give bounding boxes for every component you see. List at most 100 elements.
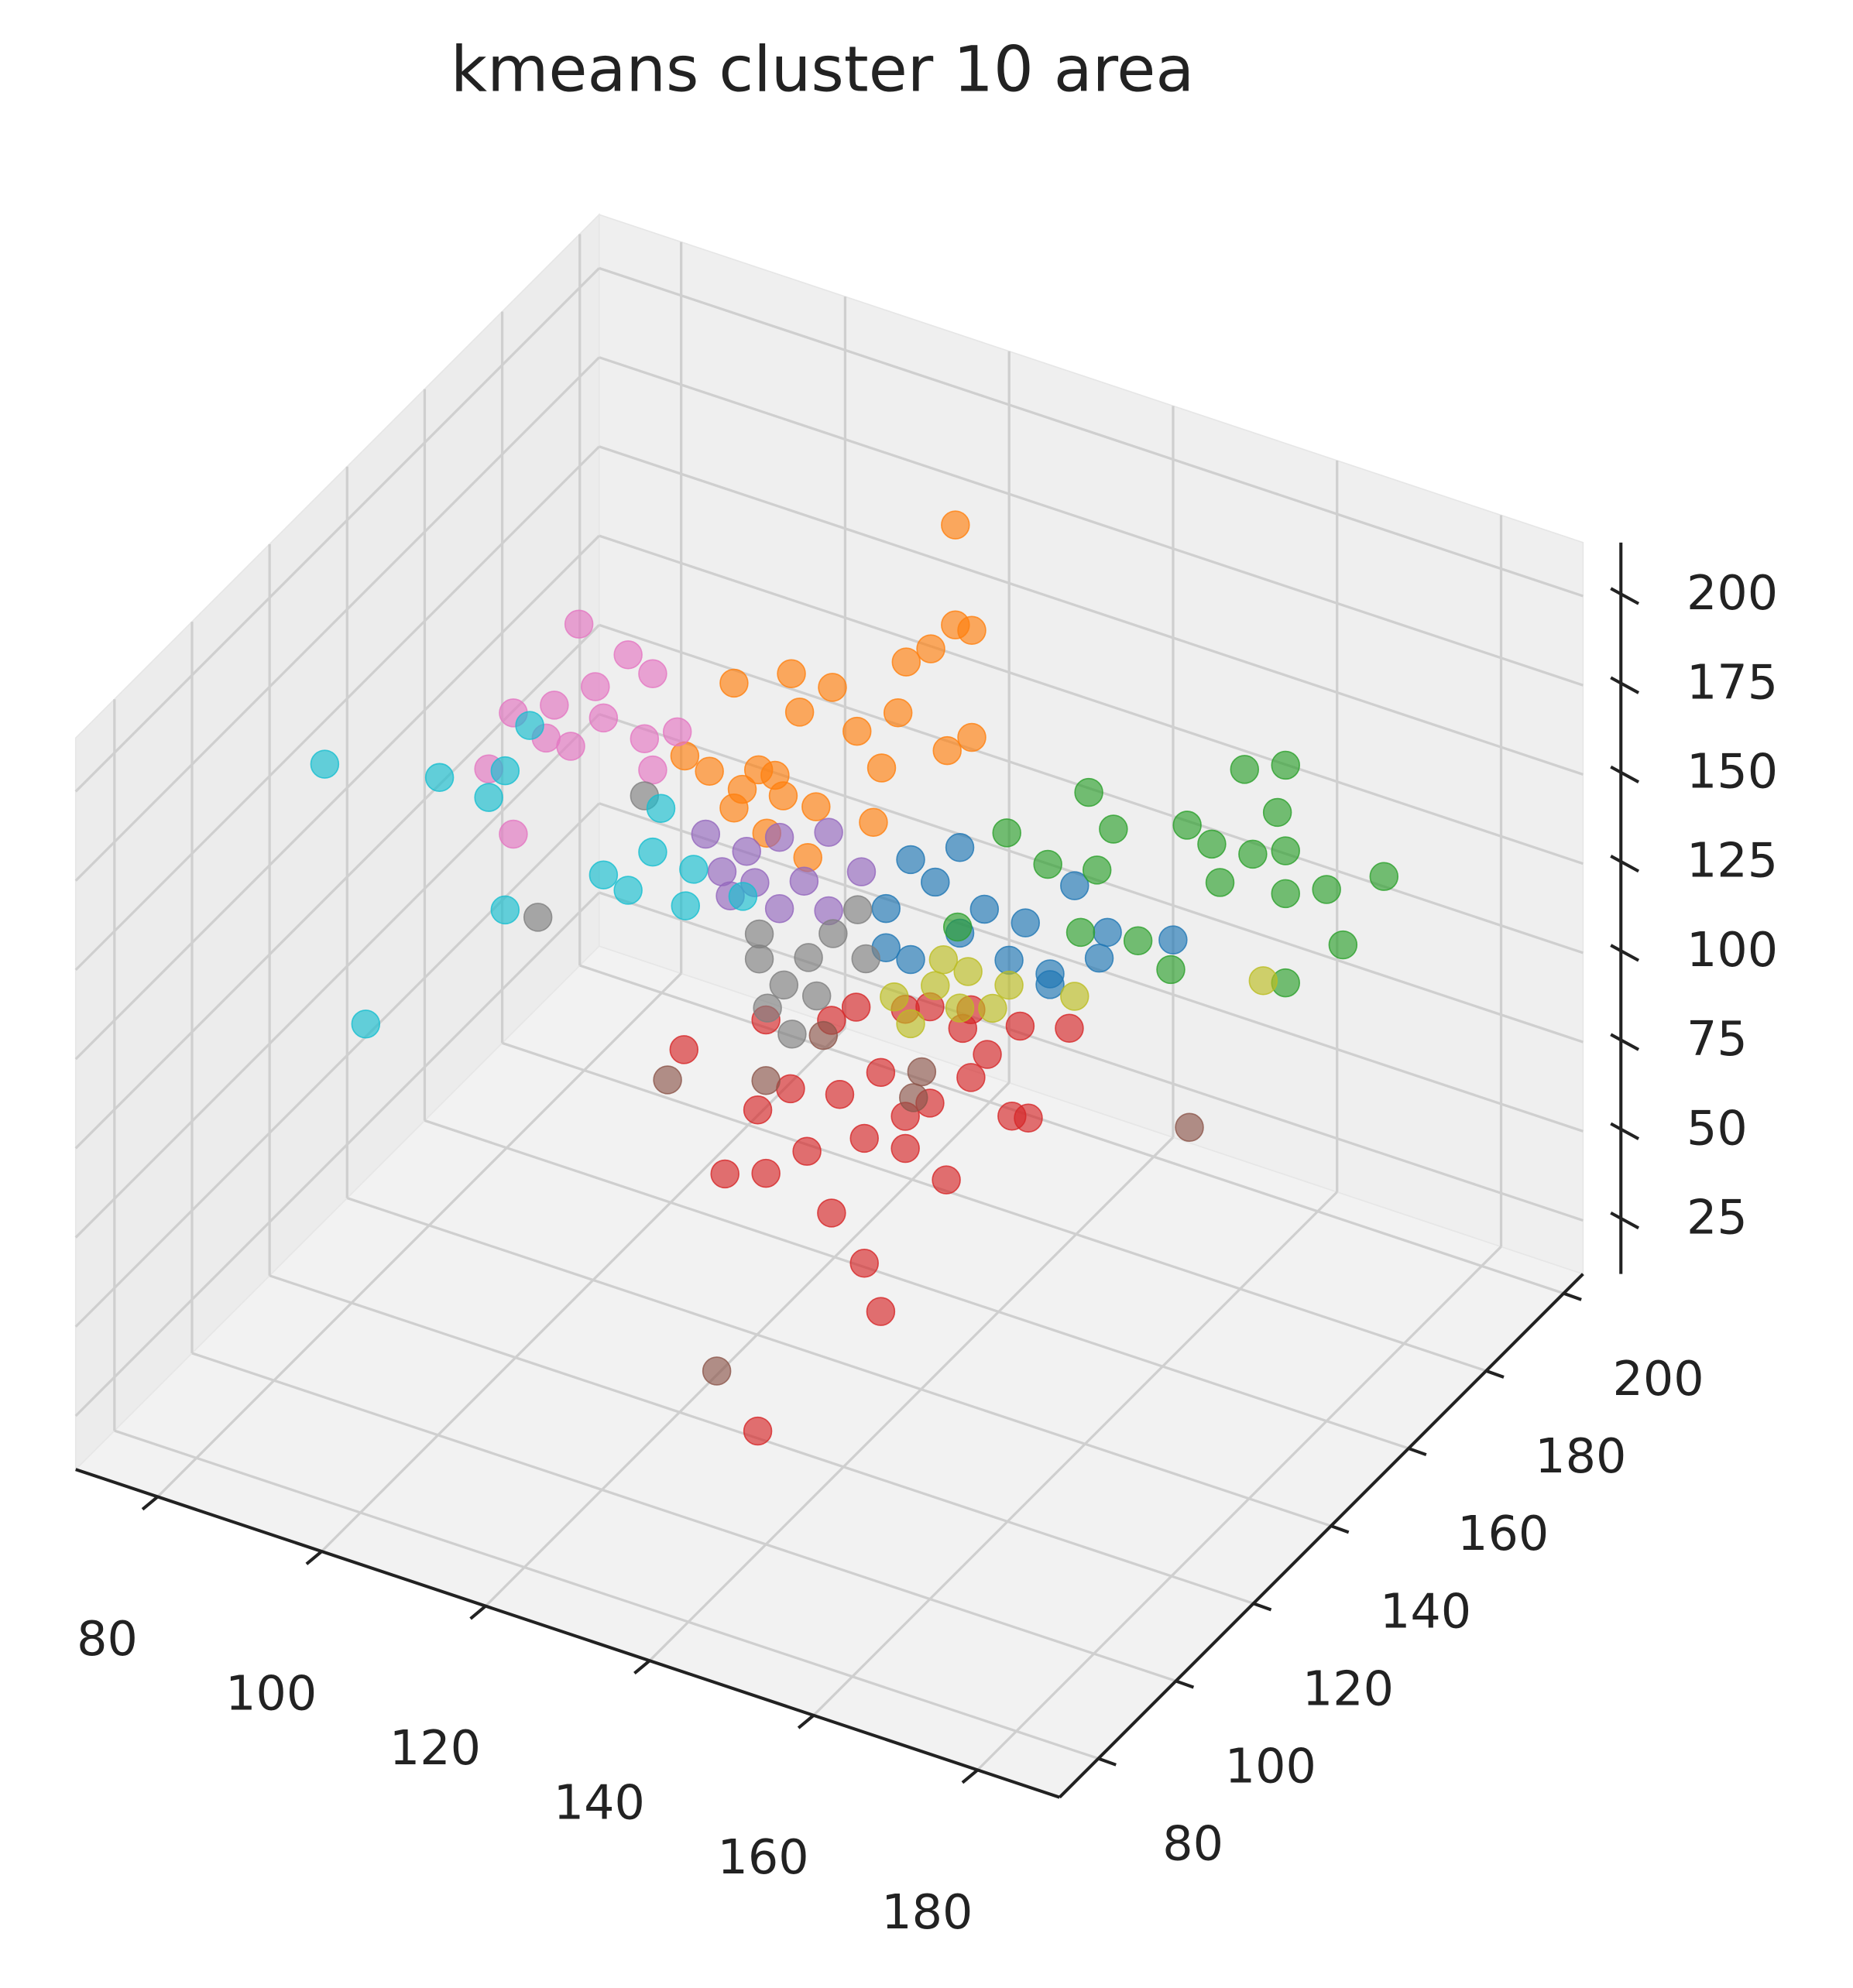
y-tick xyxy=(1408,1447,1427,1457)
point xyxy=(994,945,1024,975)
point xyxy=(896,1009,925,1039)
point xyxy=(630,724,660,753)
point xyxy=(751,1066,781,1095)
point xyxy=(777,1020,807,1049)
point xyxy=(801,981,832,1011)
grid-line xyxy=(599,356,1584,687)
x-tick xyxy=(305,1550,323,1565)
grid-line xyxy=(114,1429,1099,1760)
point xyxy=(932,735,962,766)
point xyxy=(849,1249,879,1278)
point xyxy=(1055,1013,1084,1043)
point xyxy=(953,957,983,986)
point xyxy=(907,1057,937,1087)
z-tick-label: 150 xyxy=(1687,743,1778,799)
grid-line xyxy=(346,1197,1332,1527)
point xyxy=(744,944,774,974)
point xyxy=(1197,829,1227,859)
grid-line xyxy=(74,891,600,1417)
point xyxy=(818,919,848,948)
point xyxy=(942,912,973,942)
y-tick-label: 200 xyxy=(1612,1351,1704,1407)
grid-line xyxy=(599,266,1584,598)
point xyxy=(916,634,945,663)
point xyxy=(613,640,643,670)
point xyxy=(899,1083,928,1112)
point xyxy=(499,819,528,849)
point xyxy=(1238,839,1268,869)
z-tick xyxy=(1610,1033,1640,1051)
y-tick xyxy=(1330,1524,1350,1534)
point xyxy=(969,894,1000,924)
point xyxy=(846,857,877,886)
point xyxy=(1014,1103,1043,1133)
point xyxy=(994,970,1024,1000)
z-tick-label: 25 xyxy=(1687,1190,1748,1246)
x-axis xyxy=(75,1468,1061,1799)
point xyxy=(883,698,913,728)
point xyxy=(581,672,610,701)
point xyxy=(921,867,950,897)
point xyxy=(801,792,831,821)
point xyxy=(1084,943,1114,973)
point xyxy=(764,894,794,924)
point xyxy=(1035,959,1065,989)
point xyxy=(992,818,1021,848)
point xyxy=(792,1136,822,1166)
grid-line xyxy=(74,713,600,1239)
z-tick xyxy=(1610,1122,1640,1140)
point xyxy=(653,1065,682,1095)
point xyxy=(691,819,721,849)
point xyxy=(764,822,794,852)
z-tick xyxy=(1610,944,1640,962)
point xyxy=(1271,836,1300,865)
point xyxy=(1312,875,1341,904)
point xyxy=(1172,811,1202,840)
y-tick xyxy=(1097,1757,1117,1767)
point xyxy=(1082,855,1112,885)
point xyxy=(1093,917,1122,948)
point xyxy=(814,817,843,847)
point xyxy=(523,903,553,932)
y-tick-label: 160 xyxy=(1457,1506,1549,1561)
point xyxy=(1158,925,1188,955)
point xyxy=(671,891,701,920)
point xyxy=(540,691,569,720)
point xyxy=(777,659,806,688)
x-tick-label: 180 xyxy=(881,1884,973,1940)
point xyxy=(638,755,667,785)
z-tick-label: 75 xyxy=(1687,1011,1748,1067)
point xyxy=(866,753,897,783)
point xyxy=(871,893,901,924)
point xyxy=(932,1165,961,1195)
grid-line xyxy=(74,802,600,1328)
point xyxy=(751,1158,781,1188)
x-tick xyxy=(141,1495,159,1511)
point xyxy=(896,845,925,875)
y-tick xyxy=(1175,1679,1195,1689)
point xyxy=(1175,1112,1204,1142)
y-tick xyxy=(1563,1291,1582,1301)
y-tick xyxy=(1253,1602,1272,1612)
point xyxy=(1369,862,1399,891)
point xyxy=(945,993,975,1023)
point xyxy=(789,866,819,896)
point xyxy=(1011,908,1040,937)
point xyxy=(1248,966,1278,996)
point xyxy=(880,982,909,1012)
y-tick xyxy=(1485,1369,1505,1379)
point xyxy=(890,1133,920,1164)
z-tick xyxy=(1610,1211,1640,1230)
grid-line xyxy=(74,445,600,972)
point xyxy=(1060,871,1089,900)
point xyxy=(891,647,921,677)
point xyxy=(896,944,925,975)
point xyxy=(728,882,758,911)
point xyxy=(825,1080,855,1109)
z-tick-label: 125 xyxy=(1687,833,1778,889)
point xyxy=(1230,755,1260,784)
point xyxy=(859,807,888,837)
point xyxy=(638,837,667,867)
point xyxy=(669,1035,699,1064)
